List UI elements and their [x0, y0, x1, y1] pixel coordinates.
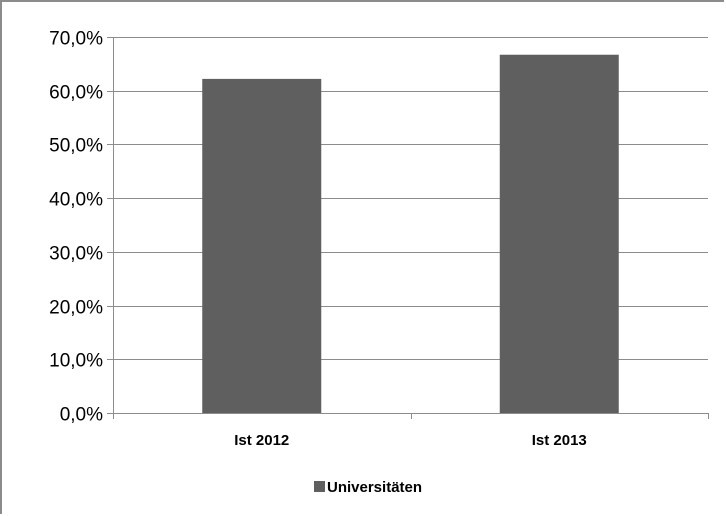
y-tick-label: 60,0% — [49, 83, 103, 104]
legend-swatch — [314, 481, 325, 492]
y-tick-label: 20,0% — [49, 298, 103, 319]
y-tick-label: 40,0% — [49, 190, 103, 211]
bars — [202, 54, 619, 414]
bar — [202, 78, 322, 413]
y-axis-ticks: 0,0% 10,0% 20,0% 30,0% 40,0% 50,0% 60,0% 70,0% — [49, 29, 113, 426]
x-axis — [113, 37, 708, 414]
x-tick-label: Ist 2012 — [234, 432, 289, 449]
y-tick-label: 30,0% — [49, 244, 103, 265]
y-tick-label: 50,0% — [49, 136, 103, 157]
x-axis-ticks: Ist 2012 Ist 2013 — [113, 413, 709, 449]
x-tick-label: Ist 2013 — [532, 432, 587, 449]
y-tick-label: 10,0% — [49, 351, 103, 372]
bar — [499, 54, 619, 414]
y-tick-label: 0,0% — [60, 405, 103, 426]
y-tick-label: 70,0% — [49, 29, 103, 50]
legend: Universitäten — [314, 479, 422, 496]
legend-label: Universitäten — [327, 479, 422, 496]
